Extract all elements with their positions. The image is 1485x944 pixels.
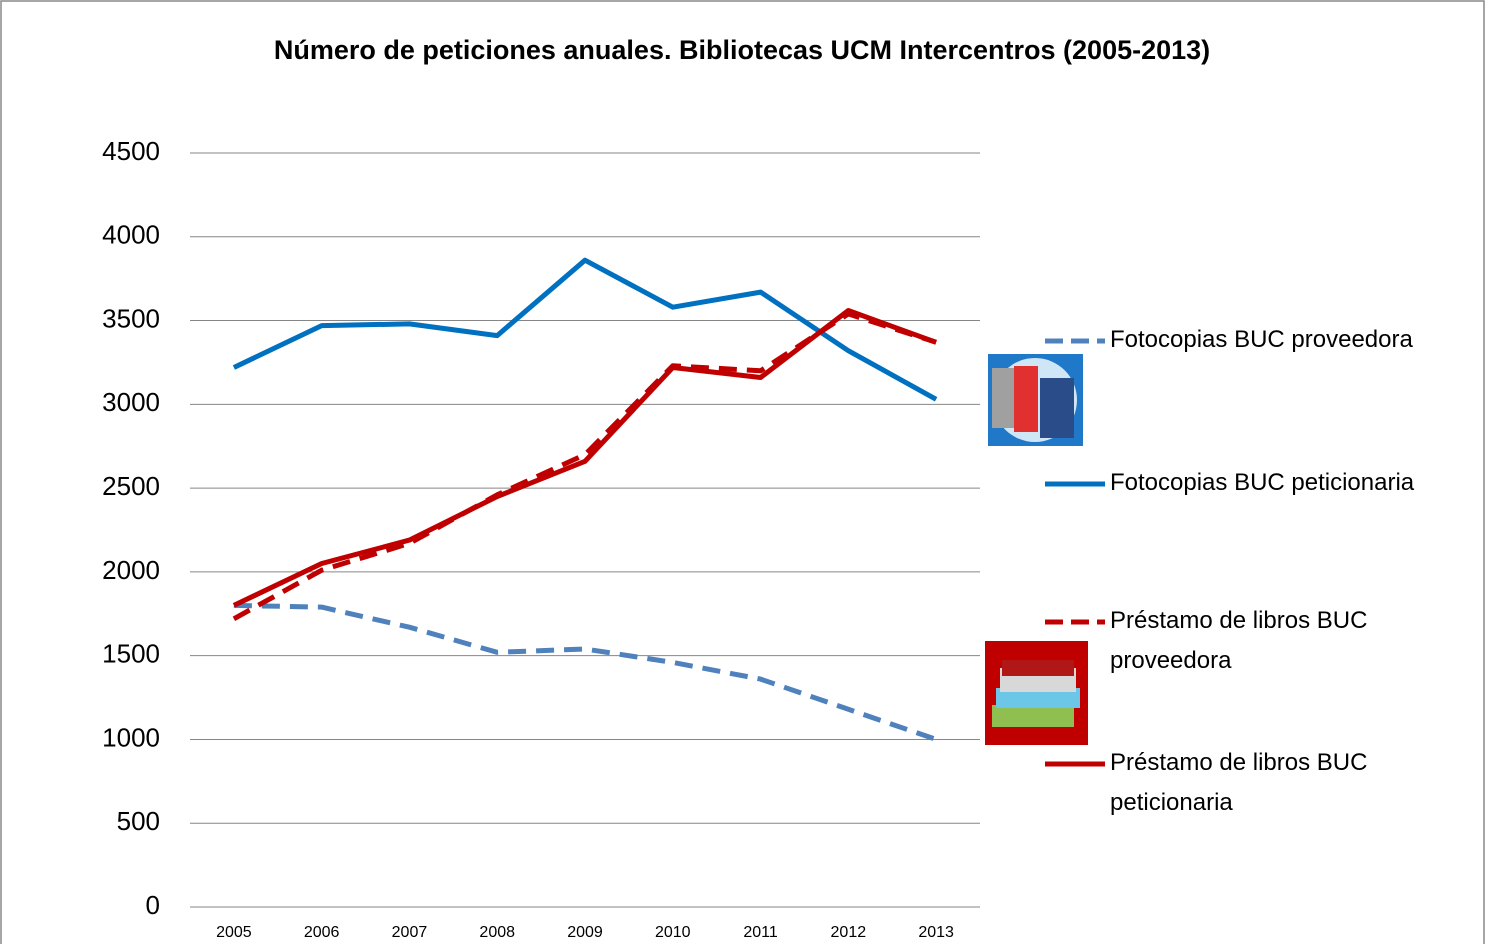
y-tick-label: 1000 <box>102 722 160 752</box>
legend-label: Préstamo de libros BUC proveedora <box>1110 601 1482 681</box>
legend-label: Fotocopias BUC peticionaria <box>1110 463 1482 503</box>
y-tick-label: 4000 <box>102 220 160 250</box>
legend-label: Fotocopias BUC proveedora <box>1110 320 1482 360</box>
y-tick-label: 3000 <box>102 387 160 417</box>
legend-label: Préstamo de libros BUC peticionaria <box>1110 743 1482 823</box>
y-tick-label: 4500 <box>102 136 160 166</box>
y-tick-label: 0 <box>146 890 160 920</box>
icon-folders <box>988 354 1083 446</box>
chart-title: Número de peticiones anuales. Biblioteca… <box>274 35 1210 65</box>
x-tick-label: 2007 <box>392 924 428 941</box>
y-tick-label: 2500 <box>102 471 160 501</box>
x-tick-label: 2012 <box>831 924 867 941</box>
y-tick-label: 500 <box>117 806 160 836</box>
x-tick-label: 2013 <box>918 924 954 941</box>
y-tick-label: 1500 <box>102 639 160 669</box>
x-tick-label: 2006 <box>304 924 340 941</box>
x-tick-label: 2011 <box>743 924 778 941</box>
page: Número de peticiones anuales. Biblioteca… <box>0 0 1485 944</box>
x-tick-label: 2008 <box>479 924 515 941</box>
x-tick-label: 2005 <box>216 924 252 941</box>
icon-books <box>985 641 1088 745</box>
x-tick-label: 2009 <box>567 924 603 941</box>
y-tick-label: 3500 <box>102 303 160 333</box>
y-tick-label: 2000 <box>102 555 160 585</box>
x-tick-label: 2010 <box>655 924 691 941</box>
